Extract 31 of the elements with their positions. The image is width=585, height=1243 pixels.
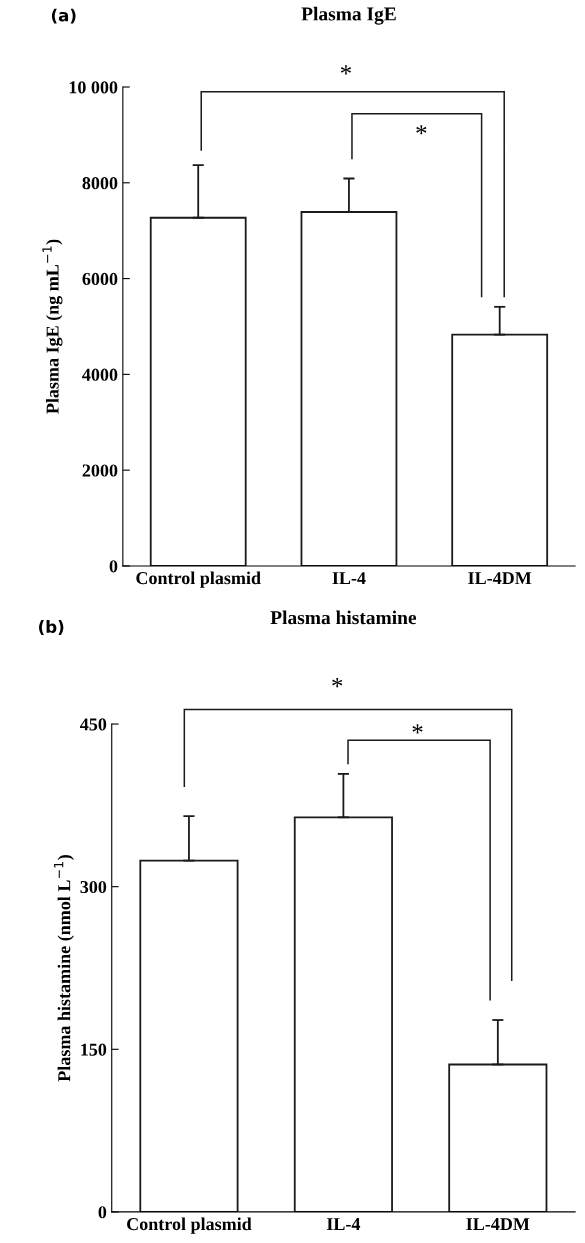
bar	[149, 216, 247, 566]
x-tick-label: IL-4	[326, 1218, 361, 1231]
bar	[300, 211, 398, 566]
x-tick-label: IL-4DM	[468, 572, 532, 585]
x-tick-label: IL-4	[332, 572, 366, 585]
y-axis-title: Plasma histamine (nmol L$^{−1}$)	[54, 855, 74, 1082]
text: *	[340, 65, 351, 75]
y-tick-label: 0	[109, 560, 118, 573]
y-tick-label: 300	[80, 880, 107, 894]
text: *	[332, 677, 343, 688]
y-tick-label: 8000	[82, 177, 118, 190]
bar	[139, 859, 239, 1212]
chart-title: Plasma IgE	[301, 6, 396, 25]
y-tick-label: 10 000	[69, 81, 118, 94]
y-tick-label: 450	[80, 718, 107, 731]
y-tick-label: 4000	[82, 368, 118, 381]
y-tick-label: 6000	[82, 272, 118, 286]
y-tick-label: 150	[81, 1043, 107, 1056]
y-tick-label: 0	[98, 1206, 107, 1219]
x-tick-label: Control plasmid	[136, 571, 261, 588]
text: (a)	[51, 8, 76, 24]
text: (b)	[39, 620, 64, 635]
bar	[293, 816, 393, 1212]
y-tick-label: 2000	[82, 464, 118, 477]
x-tick-label: IL-4DM	[466, 1218, 530, 1231]
x-tick-label: Control plasmid	[127, 1217, 252, 1234]
annotation: *	[412, 724, 423, 734]
annotation: *	[416, 125, 427, 135]
bar	[451, 333, 549, 566]
chart-title: Plasma histamine	[270, 610, 417, 625]
y-axis-title: Plasma IgE (ng mL$^{−1}$)	[42, 239, 63, 414]
